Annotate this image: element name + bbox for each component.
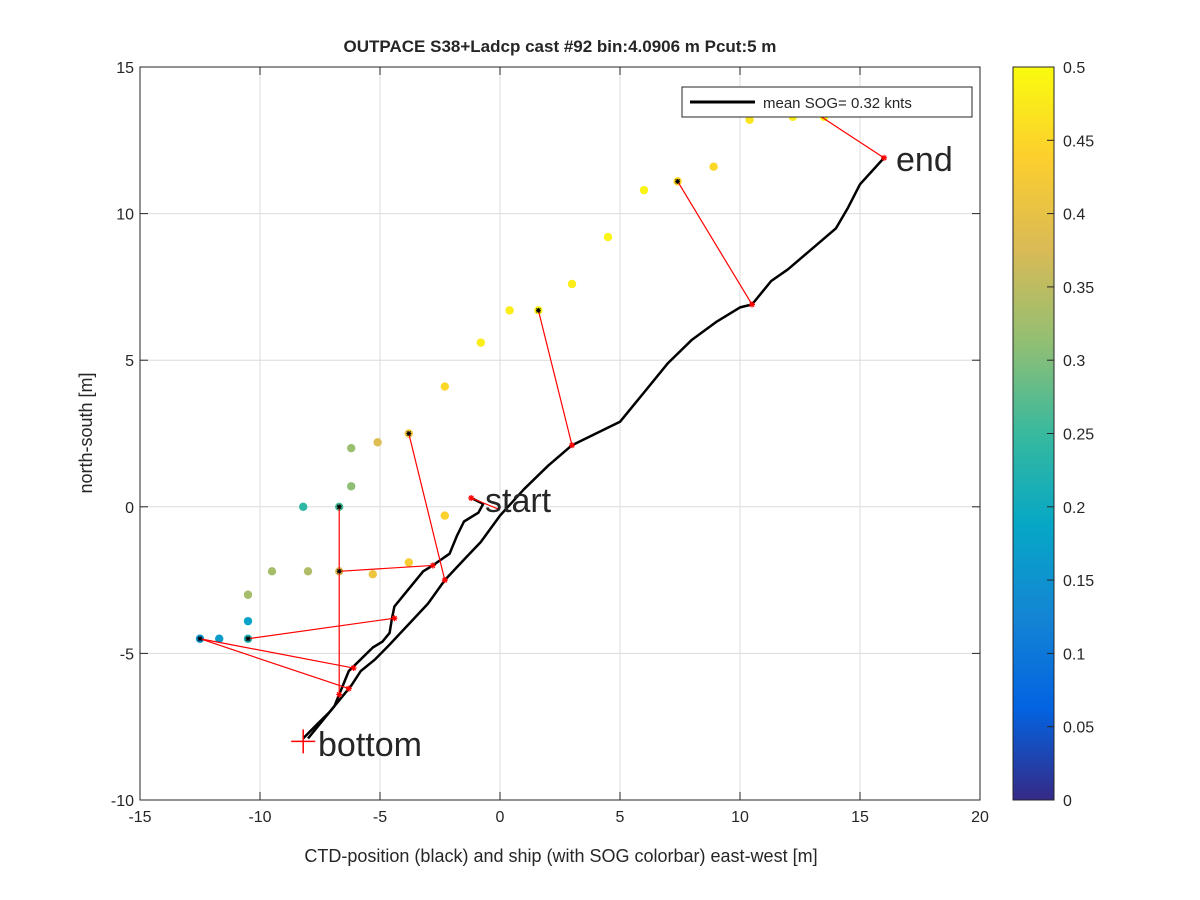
ctd-marker [881, 154, 887, 161]
connection-line [339, 564, 433, 572]
annotation-start: start [485, 482, 552, 520]
ctd-track-line [302, 157, 885, 740]
ship-point [267, 567, 277, 576]
ctd-marker [336, 691, 343, 698]
ctd-inner-track-line [307, 496, 485, 740]
connection-line [470, 497, 501, 511]
ship-marker [197, 636, 203, 642]
ship-point [299, 502, 308, 511]
ship-marker [406, 431, 412, 436]
ship-point [404, 558, 413, 567]
ship-marker [336, 504, 342, 510]
ship-point [368, 570, 377, 579]
y-tick-label: 0 [125, 500, 134, 517]
legend-entry: mean SOG= 0.32 knts [763, 95, 912, 112]
ctd-marker [749, 301, 755, 308]
colorbar-tick-label: 0.45 [1063, 133, 1094, 150]
colorbar-tick-label: 0.15 [1063, 573, 1094, 590]
ship-marker [535, 307, 541, 313]
connection-line [677, 181, 753, 305]
ctd-marker [569, 442, 575, 449]
ship-marker [245, 636, 251, 642]
connection-line [408, 433, 446, 581]
colorbar-ticks: 0 0.05 0.1 0.15 0.2 0.25 0.3 0.35 0.4 0.45 0.5 [1047, 60, 1094, 810]
chart-title: OUTPACE S38+Ladcp cast #92 bin:4.0906 m … [344, 37, 777, 56]
legend: mean SOG= 0.32 knts [681, 86, 973, 118]
x-tick-label: -15 [128, 809, 151, 826]
ship-point [347, 443, 356, 453]
x-tick-label: 15 [851, 809, 869, 826]
x-tick-labels: -15 -10 -5 0 5 10 15 20 [128, 809, 989, 826]
ctd-marker [468, 495, 475, 502]
y-tick-label: 10 [116, 207, 134, 224]
y-tick-labels: -10 -5 0 5 10 15 [111, 60, 134, 810]
x-axis-label: CTD-position (black) and ship (with SOG … [304, 846, 817, 866]
ctd-marker [350, 665, 357, 672]
x-tick-label: 20 [971, 809, 989, 826]
x-tick-label: 10 [731, 809, 749, 826]
colorbar-tick-label: 0.4 [1063, 207, 1085, 224]
colorbar-tick-label: 0.05 [1063, 720, 1094, 737]
ship-marker [675, 178, 681, 184]
colorbar: 0 0.05 0.1 0.15 0.2 0.25 0.3 0.35 0.4 0.45 0.5 [1012, 60, 1094, 810]
connection-line [816, 113, 885, 159]
ship-point [567, 279, 577, 289]
y-tick-label: 5 [125, 353, 134, 370]
ship-point [440, 511, 449, 520]
colorbar-tick-label: 0 [1063, 793, 1072, 810]
connection-line [199, 638, 354, 669]
ship-point [745, 115, 754, 124]
plot-frame [139, 66, 981, 801]
colorbar-tick-label: 0.3 [1063, 353, 1085, 370]
colorbar-tick-label: 0.1 [1063, 646, 1085, 663]
y-tick-label: -5 [120, 646, 134, 663]
x-tick-label: -5 [373, 809, 387, 826]
ctd-marker [441, 577, 448, 584]
connection-line [199, 638, 349, 690]
ship-point [603, 232, 613, 242]
ship-point [440, 382, 449, 391]
colorbar-tick-label: 0.5 [1063, 60, 1085, 77]
ship-point [243, 590, 253, 599]
x-tick-label: 5 [616, 809, 625, 826]
y-axis-label: north-south [m] [76, 372, 96, 493]
ship-point [505, 306, 514, 315]
colorbar-tick-label: 0.25 [1063, 427, 1094, 444]
annotation-end: end [896, 141, 953, 179]
bottom-marker [291, 729, 316, 754]
annotation-bottom: bottom [318, 726, 422, 764]
ship-point [709, 162, 718, 171]
y-tick-label: 15 [116, 60, 134, 77]
x-tick-label: 0 [496, 809, 505, 826]
ctd-marker [345, 685, 352, 692]
connection-line [247, 617, 395, 640]
x-tick-label: -10 [248, 809, 271, 826]
ship-point [639, 185, 649, 195]
ship-point [243, 616, 253, 626]
ship-marker [336, 568, 342, 574]
plot-area [140, 67, 980, 800]
ship-point [303, 567, 313, 576]
ship-point [373, 438, 382, 447]
data-layer [195, 112, 887, 754]
ship-point [476, 338, 485, 347]
ship-point [215, 634, 224, 643]
ctd-marker [391, 615, 398, 622]
colorbar-tick-label: 0.2 [1063, 500, 1085, 517]
y-tick-label: -10 [111, 793, 134, 810]
ship-point [347, 482, 356, 491]
colorbar-tick-label: 0.35 [1063, 280, 1094, 297]
ctd-marker [429, 562, 436, 569]
connection-line [537, 310, 573, 446]
